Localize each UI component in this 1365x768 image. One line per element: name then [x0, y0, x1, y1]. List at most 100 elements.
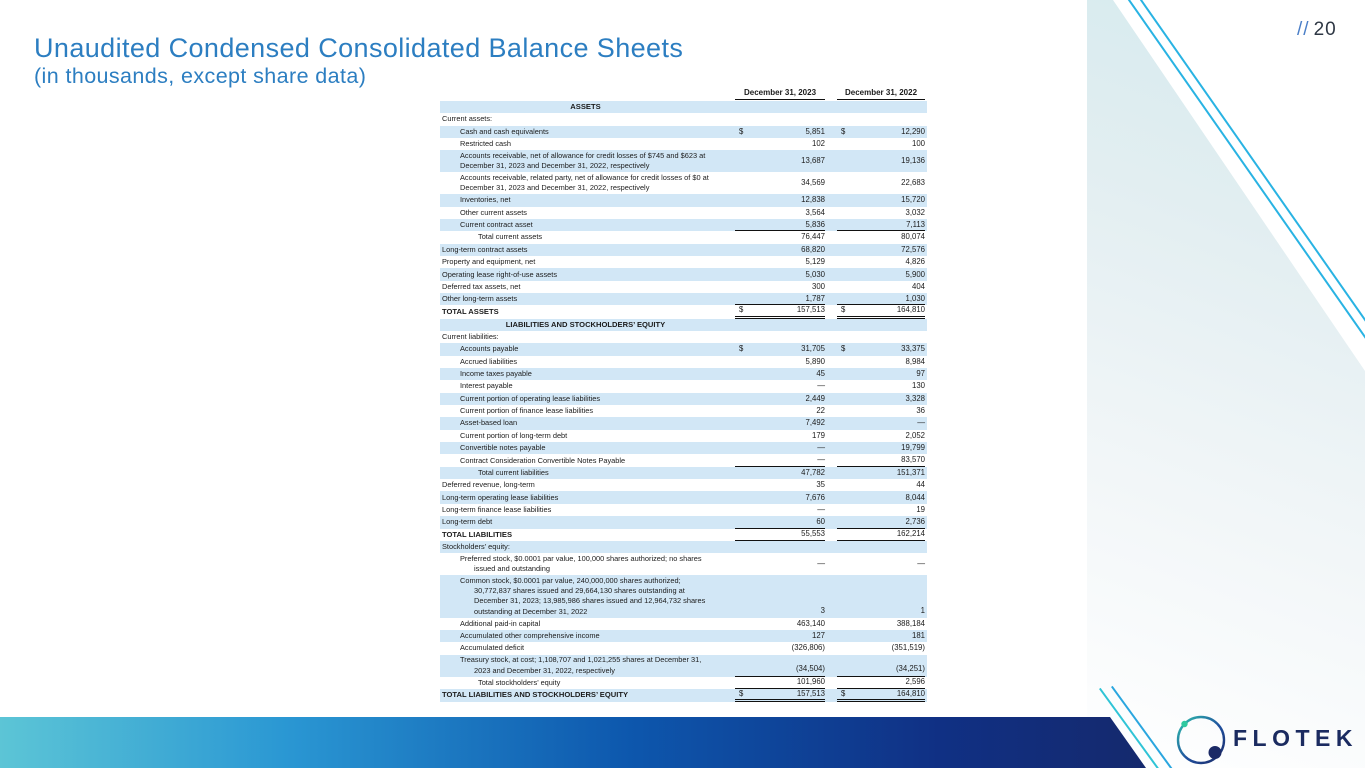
row-value-c1: 5,890	[805, 356, 825, 366]
row-value-c2	[837, 101, 925, 113]
row-value-c2: 8,044	[905, 492, 925, 502]
table-row: Convertible notes payable — 19,799	[440, 442, 927, 455]
row-label: Accounts receivable, related party, net …	[460, 173, 709, 193]
row-value-c2: 97	[916, 369, 925, 379]
slide-title-line1: Unaudited Condensed Consolidated Balance…	[34, 33, 684, 63]
row-value-c1: $157,513	[735, 305, 825, 319]
row-label: ASSETS	[570, 102, 601, 112]
row-value-c2: (351,519)	[891, 643, 925, 653]
table-row: Operating lease right-of-use assets 5,030…	[440, 268, 927, 281]
row-value-c1	[735, 541, 825, 553]
row-value-c2: $164,810	[837, 305, 925, 319]
row-value-c1: 463,140	[796, 618, 825, 628]
row-value-c1: 76,447	[801, 232, 825, 242]
table-row: Accounts payable $31,705 $33,375	[440, 343, 927, 356]
row-label: Asset-based loan	[460, 418, 518, 428]
row-value-c2: 130	[911, 381, 925, 391]
row-value-c1: 47,782	[801, 467, 825, 477]
row-value-c1: 3	[820, 605, 825, 615]
row-value-c2: $164,810	[837, 689, 925, 703]
table-row: Stockholders’ equity:	[440, 540, 927, 554]
column-header-2022: December 31, 2022	[837, 88, 925, 100]
balance-sheet-table: December 31, 2023 December 31, 2022 ASSE…	[440, 86, 927, 703]
table-row: Treasury stock, at cost; 1,108,707 and 1…	[440, 654, 927, 677]
table-body: ASSETS Current assets: Cash and cash equiv…	[440, 101, 927, 703]
row-value-c1: (34,504)	[735, 655, 825, 677]
row-value-c1: 60	[735, 516, 825, 529]
table-row: TOTAL LIABILITIES 55,553 162,214	[440, 529, 927, 541]
row-label: Other current assets	[460, 207, 527, 217]
row-value-c2: $33,375	[841, 344, 925, 354]
row-value-c2: 72,576	[901, 244, 925, 254]
row-value-c1	[735, 101, 825, 113]
table-row: Long-term operating lease liabilities 7,6…	[440, 491, 927, 504]
row-value-c1: —	[735, 454, 825, 467]
table-row: Property and equipment, net 5,129 4,826	[440, 256, 927, 268]
row-value-c2: 2,736	[837, 516, 925, 529]
row-label: Interest payable	[460, 381, 513, 391]
row-label: Stockholders’ equity:	[442, 541, 510, 551]
column-header-2023: December 31, 2023	[735, 88, 825, 100]
row-value-c2: 80,074	[901, 232, 925, 242]
table-row: Total current liabilities 47,782 151,371	[440, 466, 927, 480]
row-value-c1: $5,851	[739, 126, 825, 136]
row-value-c2: 181	[911, 631, 925, 641]
row-value-c1: $31,705	[739, 344, 825, 354]
table-row: Cash and cash equivalents $5,851 $12,290	[440, 125, 927, 139]
row-value-c2: 5,900	[905, 269, 925, 279]
row-value-c2: 3,032	[905, 207, 925, 217]
row-value-c1	[735, 113, 825, 125]
row-value-c1: 45	[816, 369, 825, 379]
table-row: Accumulated deficit (326,806) (351,519)	[440, 642, 927, 654]
row-value-c2: (34,251)	[837, 655, 925, 677]
table-row: Other current assets 3,564 3,032	[440, 207, 927, 219]
row-value-c1: 12,838	[801, 195, 825, 205]
row-value-c1: 1,787	[735, 293, 825, 306]
table-row: Income taxes payable 45 97	[440, 368, 927, 381]
table-row: Interest payable — 130	[440, 380, 927, 392]
table-row: Common stock, $0.0001 par value, 240,000…	[440, 575, 927, 618]
row-label: Long-term operating lease liabilities	[442, 492, 559, 502]
row-label: Deferred tax assets, net	[442, 281, 521, 291]
row-label: Other long-term assets	[442, 294, 518, 304]
row-label: Current liabilities:	[442, 332, 499, 342]
table-row: Restricted cash 102 100	[440, 138, 927, 150]
table-row: Total current assets 76,447 80,074	[440, 231, 927, 243]
row-label: Contract Consideration Convertible Notes…	[460, 455, 626, 465]
row-value-c2	[837, 541, 925, 553]
table-row: Other long-term assets 1,787 1,030	[440, 293, 927, 306]
slide-title-line2: (in thousands, except share data)	[34, 64, 367, 88]
row-value-c1: 2,449	[805, 393, 825, 403]
row-value-c1: 34,569	[801, 178, 825, 188]
row-value-c2: 8,984	[905, 356, 925, 366]
table-row: Contract Consideration Convertible Notes…	[440, 454, 927, 467]
row-value-c2: 2,052	[905, 430, 925, 440]
table-row: Deferred tax assets, net 300 404	[440, 281, 927, 293]
row-value-c1: 179	[811, 430, 825, 440]
row-value-c2: 162,214	[837, 529, 925, 541]
row-value-c1: $157,513	[735, 689, 825, 703]
table-row: TOTAL LIABILITIES AND STOCKHOLDERS’ EQUI…	[440, 688, 927, 703]
row-label: Inventories, net	[460, 195, 511, 205]
row-value-c2: 4,826	[905, 257, 925, 267]
row-value-c2: 44	[916, 480, 925, 490]
page-number-slashes: //	[1297, 19, 1310, 40]
table-row: Deferred revenue, long-term 35 44	[440, 479, 927, 491]
row-label: Treasury stock, at cost; 1,108,707 and 1…	[460, 655, 702, 675]
row-label: Current portion of finance lease liabili…	[460, 406, 594, 416]
row-value-c1: 5,129	[805, 257, 825, 267]
row-value-c2: 2,596	[837, 677, 925, 689]
row-value-c1: 35	[816, 480, 825, 490]
table-row: Current portion of operating lease liabi…	[440, 392, 927, 406]
page-number-value: 20	[1313, 19, 1337, 40]
row-value-c1: 7,676	[805, 492, 825, 502]
table-row: Additional paid-in capital 463,140 388,184	[440, 618, 927, 630]
row-value-c2: 1,030	[837, 293, 925, 306]
row-label: Accumulated other comprehensive income	[460, 631, 600, 641]
row-value-c2: 1	[920, 605, 925, 615]
row-value-c1: 5,030	[805, 269, 825, 279]
row-value-c2: 388,184	[896, 618, 925, 628]
row-value-c1: 300	[811, 281, 825, 291]
row-value-c2	[837, 331, 925, 343]
